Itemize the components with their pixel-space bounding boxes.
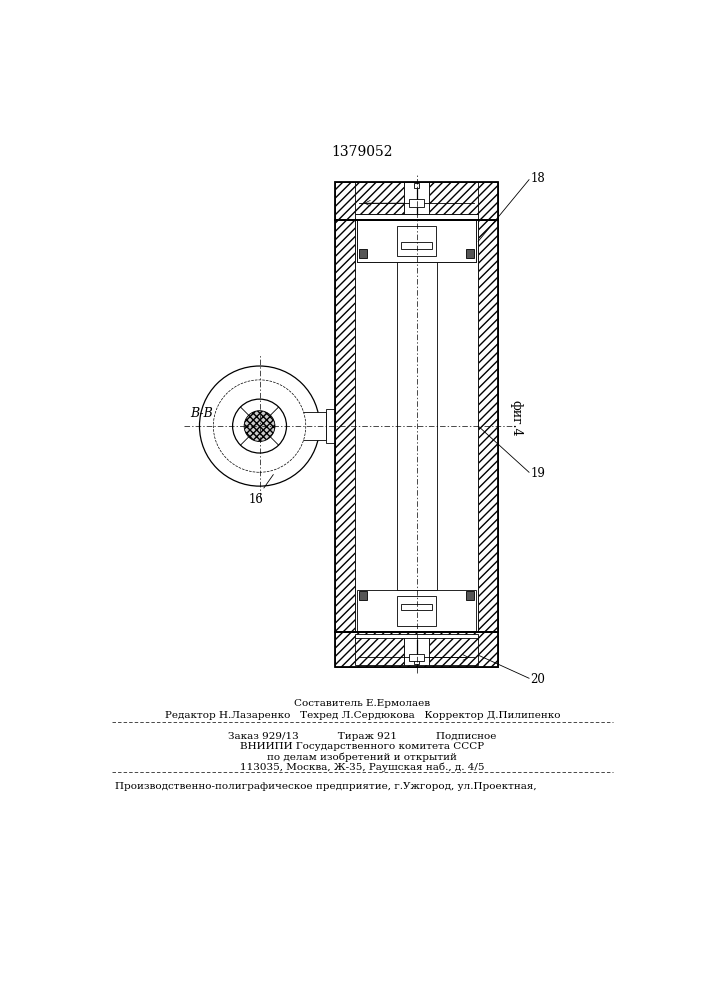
Circle shape xyxy=(244,411,275,441)
Bar xyxy=(355,214,478,220)
Text: фиг.4: фиг.4 xyxy=(510,400,522,437)
Text: B-B: B-B xyxy=(190,407,213,420)
Text: 1379052: 1379052 xyxy=(332,145,393,159)
Bar xyxy=(335,220,355,632)
Bar xyxy=(478,220,498,632)
Text: по делам изобретений и открытий: по делам изобретений и открытий xyxy=(267,752,457,762)
Bar xyxy=(335,182,498,220)
Circle shape xyxy=(233,399,286,453)
Bar xyxy=(397,226,436,256)
Text: Заказ 929/13            Тираж 921            Подписное: Заказ 929/13 Тираж 921 Подписное xyxy=(228,732,496,741)
Bar xyxy=(355,634,478,640)
Bar xyxy=(355,638,404,665)
Bar xyxy=(429,182,478,214)
Bar xyxy=(414,183,419,188)
Bar xyxy=(397,262,437,590)
Bar xyxy=(359,249,368,258)
Bar xyxy=(397,596,436,626)
Text: Редактор Н.Лазаренко   Техред Л.Сердюкова   Корректор Д.Пилипенко: Редактор Н.Лазаренко Техред Л.Сердюкова … xyxy=(165,711,560,720)
Bar xyxy=(359,591,368,600)
Bar xyxy=(404,638,429,665)
Bar xyxy=(466,249,474,258)
Bar xyxy=(335,182,498,220)
Bar xyxy=(402,604,432,610)
Bar xyxy=(414,659,419,664)
Bar xyxy=(335,632,498,667)
Text: Производственно-полиграфическое предприятие, г.Ужгород, ул.Проектная,: Производственно-полиграфическое предприя… xyxy=(115,782,537,791)
Bar xyxy=(409,199,424,207)
Text: 16: 16 xyxy=(248,475,274,506)
Bar xyxy=(355,220,478,632)
Bar xyxy=(409,654,424,661)
Bar xyxy=(357,590,476,632)
Text: 19: 19 xyxy=(530,467,546,480)
Bar xyxy=(326,409,335,443)
Bar xyxy=(429,638,478,665)
Text: 18: 18 xyxy=(530,172,545,185)
Text: 20: 20 xyxy=(530,673,546,686)
Bar xyxy=(335,632,498,667)
Text: ВНИИПИ Государственного комитета СССР: ВНИИПИ Государственного комитета СССР xyxy=(240,742,484,751)
Bar xyxy=(404,182,429,214)
Bar xyxy=(402,242,432,249)
Bar xyxy=(286,412,326,440)
Text: 113035, Москва, Ж-35, Раушская наб., д. 4/5: 113035, Москва, Ж-35, Раушская наб., д. … xyxy=(240,762,484,772)
Circle shape xyxy=(199,366,320,486)
Text: Составитель Е.Ермолаев: Составитель Е.Ермолаев xyxy=(294,699,431,708)
Bar xyxy=(335,220,498,632)
Bar xyxy=(355,182,404,214)
Circle shape xyxy=(214,380,305,472)
Bar xyxy=(357,220,476,262)
Bar xyxy=(357,220,476,262)
Bar xyxy=(466,591,474,600)
